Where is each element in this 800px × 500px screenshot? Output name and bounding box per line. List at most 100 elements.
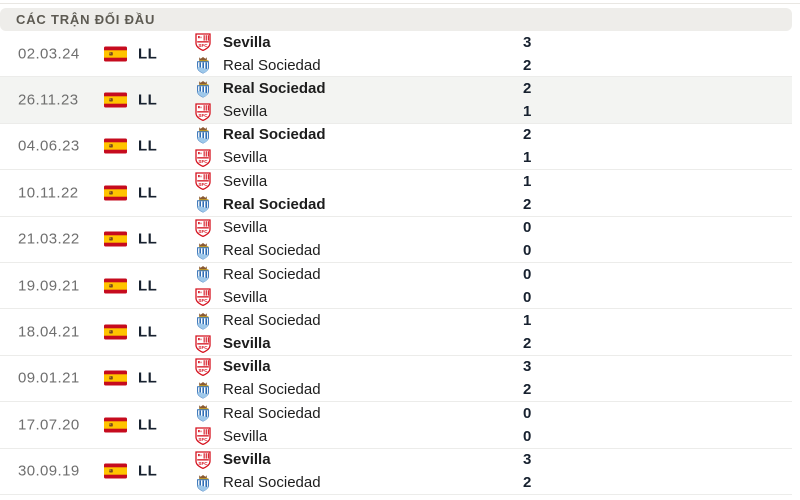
match-row[interactable]: 17.07.20 LL [0, 402, 792, 449]
match-teams: SFC Real Sociedad 2 [194, 77, 792, 122]
sevilla-crest-icon: SFC [194, 219, 211, 237]
team-line: SFC Real Sociedad 2 [194, 78, 792, 100]
competition-label: LL [138, 91, 158, 109]
sevilla-crest-icon: SFC [194, 427, 211, 446]
team-line: SFC Sevilla 0 [194, 217, 792, 239]
team-score: 1 [523, 103, 532, 121]
real-sociedad-crest-icon [196, 80, 209, 98]
real-sociedad-crest-icon [196, 312, 209, 330]
match-row[interactable]: 30.09.19 LL [0, 448, 792, 495]
match-row[interactable]: 26.11.23 LL [0, 77, 792, 124]
svg-text:SFC: SFC [198, 345, 208, 350]
competition-label: LL [138, 184, 158, 202]
match-row[interactable]: 09.01.21 LL [0, 355, 792, 403]
match-date: 17.07.20 [18, 416, 80, 434]
svg-text:SFC: SFC [198, 182, 208, 187]
competition-label: LL [138, 416, 158, 434]
team-line: SFC Real Sociedad 1 [194, 310, 792, 332]
team-name: Real Sociedad [223, 126, 326, 144]
match-date: 21.03.22 [18, 230, 80, 248]
competition-label: LL [138, 230, 158, 248]
team-name: Sevilla [223, 451, 271, 469]
team-score: 1 [523, 172, 532, 190]
team-name: Sevilla [223, 427, 268, 445]
team-score: 0 [523, 242, 532, 260]
spain-flag-icon [104, 463, 127, 479]
sevilla-crest-icon: SFC [194, 358, 211, 376]
competition-label: LL [138, 137, 158, 155]
match-date: 04.06.23 [18, 137, 80, 155]
team-score: 3 [523, 358, 532, 376]
sevilla-crest-icon: SFC [194, 149, 211, 167]
match-teams: SFC Sevilla 1 [194, 170, 792, 215]
team-name: Sevilla [223, 288, 268, 306]
team-score: 2 [523, 56, 532, 74]
match-row[interactable]: 10.11.22 LL [0, 170, 792, 217]
team-score: 3 [523, 451, 532, 469]
team-line: SFC Sevilla 3 [194, 31, 792, 53]
team-name: Sevilla [223, 172, 268, 190]
competition-label: LL [138, 323, 158, 341]
section-header: CÁC TRẬN ĐỐI ĐẦU [0, 8, 792, 31]
spain-flag-icon [104, 278, 127, 294]
match-date: 19.09.21 [18, 277, 80, 295]
spain-flag-icon [104, 185, 127, 201]
match-row[interactable]: 18.04.21 LL [0, 309, 792, 356]
match-teams: SFC Sevilla 3 [194, 449, 792, 494]
spain-flag-icon [104, 417, 127, 433]
section-title: CÁC TRẬN ĐỐI ĐẦU [16, 12, 156, 27]
team-score: 0 [523, 219, 532, 237]
team-line: SFC Real Sociedad 2 [194, 54, 792, 76]
match-list: 02.03.24 LL [0, 31, 792, 495]
team-name: Sevilla [223, 33, 271, 51]
competition-label: LL [138, 45, 158, 63]
spain-flag-icon [104, 370, 127, 386]
team-line: SFC Real Sociedad 0 [194, 240, 792, 262]
team-line: SFC Real Sociedad 2 [194, 124, 792, 146]
match-row[interactable]: 04.06.23 LL [0, 123, 792, 171]
match-teams: SFC Real Sociedad 1 [194, 309, 792, 354]
team-name: Sevilla [223, 335, 271, 353]
sevilla-crest-icon: SFC [194, 102, 211, 121]
svg-text:SFC: SFC [198, 113, 208, 118]
sevilla-crest-icon: SFC [194, 334, 211, 353]
competition-label: LL [138, 462, 158, 480]
real-sociedad-crest-icon [196, 242, 209, 260]
team-name: Real Sociedad [223, 404, 321, 422]
real-sociedad-crest-icon [196, 266, 209, 283]
match-teams: SFC Sevilla 3 [194, 356, 792, 401]
match-date: 18.04.21 [18, 323, 80, 341]
match-teams: SFC Real Sociedad 0 [194, 263, 792, 308]
real-sociedad-crest-icon [196, 405, 209, 422]
match-row[interactable]: 21.03.22 LL [0, 216, 792, 263]
spain-flag-icon [104, 138, 127, 154]
team-score: 2 [523, 126, 532, 144]
team-line: SFC Sevilla 1 [194, 147, 792, 169]
team-line: SFC Real Sociedad 2 [194, 472, 792, 494]
match-date: 30.09.19 [18, 462, 80, 480]
team-score: 1 [523, 149, 532, 167]
team-score: 2 [523, 80, 532, 98]
match-teams: SFC Real Sociedad 2 [194, 124, 792, 169]
match-date: 09.01.21 [18, 369, 80, 387]
team-name: Real Sociedad [223, 474, 321, 492]
spain-flag-icon [104, 92, 127, 108]
match-row[interactable]: 02.03.24 LL [0, 31, 792, 78]
svg-text:SFC: SFC [198, 368, 208, 373]
team-name: Real Sociedad [223, 312, 321, 330]
team-score: 2 [523, 381, 532, 399]
spain-flag-icon [104, 231, 127, 247]
team-name: Real Sociedad [223, 381, 321, 399]
real-sociedad-crest-icon [196, 126, 209, 144]
real-sociedad-crest-icon [196, 196, 209, 213]
svg-text:SFC: SFC [198, 43, 208, 48]
team-score: 2 [523, 335, 532, 353]
sevilla-crest-icon: SFC [194, 451, 211, 469]
real-sociedad-crest-icon [196, 474, 209, 492]
team-line: SFC Sevilla 1 [194, 170, 792, 192]
match-date: 26.11.23 [18, 91, 79, 109]
team-name: Real Sociedad [223, 265, 321, 283]
team-score: 0 [523, 288, 532, 306]
team-line: SFC Sevilla 3 [194, 449, 792, 471]
match-row[interactable]: 19.09.21 LL [0, 262, 792, 310]
